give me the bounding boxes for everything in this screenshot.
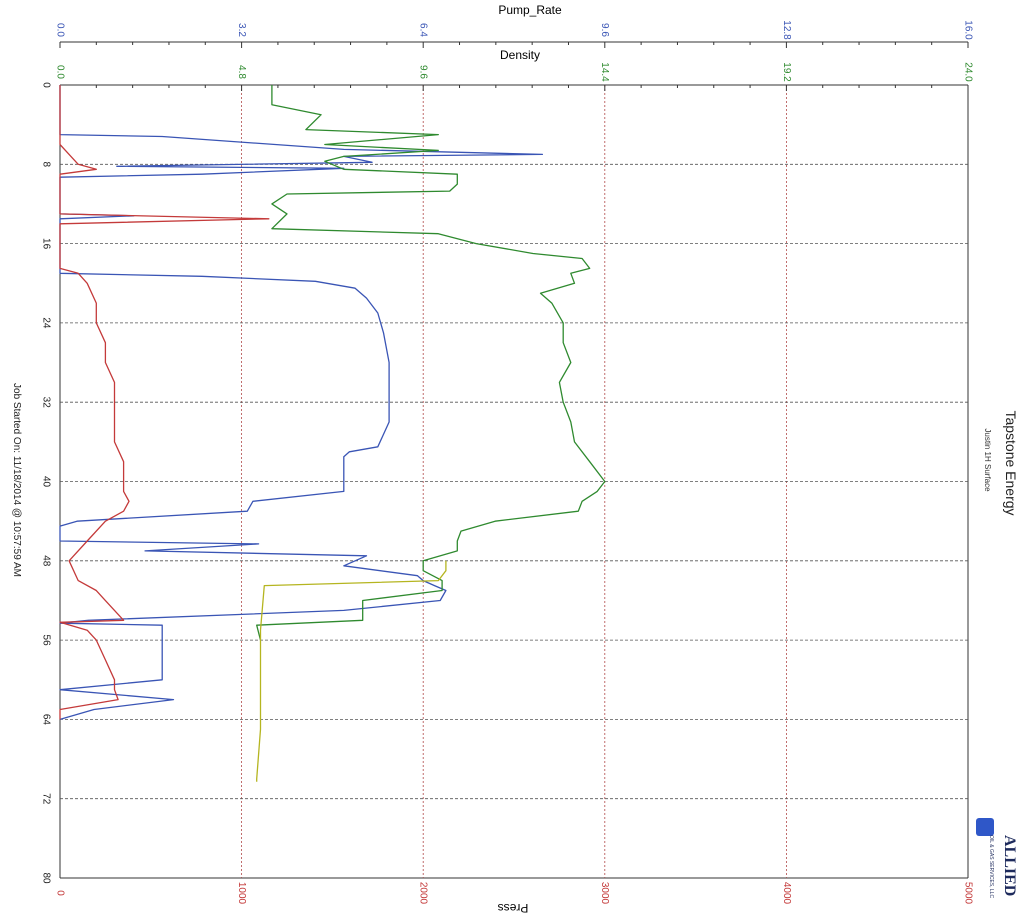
density-tick-label: 4.8: [236, 65, 247, 79]
density-tick-label: 0.0: [54, 65, 65, 79]
pump-rate-tick-label: 0.0: [54, 23, 65, 37]
pump-rate-tick-label: 16.0: [962, 20, 973, 40]
density-tick-label: 14.4: [599, 62, 610, 82]
time-tick-label: 8: [40, 162, 51, 168]
series-line-density2: [256, 560, 447, 782]
time-tick-label: 64: [40, 714, 51, 726]
pump-rate-tick-label: 9.6: [599, 23, 610, 37]
density-tick-label: 9.6: [418, 65, 429, 79]
job-started-text: Job Started On: 11/18/2014 @ 10:57:59 AM: [11, 383, 22, 577]
time-tick-label: 0: [40, 82, 51, 88]
press-tick-label: 4000: [781, 882, 792, 905]
time-tick-label: 72: [40, 793, 51, 805]
pump-rate-axis-label: Pump_Rate: [498, 3, 562, 17]
time-tick-label: 80: [40, 872, 51, 884]
allied-logo: ALLIED OIL & GAS SERVICES, LLC: [976, 818, 1018, 898]
time-tick-label: 40: [40, 476, 51, 488]
series-line-density: [256, 85, 606, 641]
pump-rate-tick-label: 6.4: [418, 23, 429, 37]
tick-labels: 0.0 3.2 6.4 9.6 12.8 16.0 0.0 4.8 9.6 14.4 19.2 24.…: [40, 20, 973, 904]
density-tick-label: 19.2: [781, 62, 792, 82]
press-tick-label: 2000: [418, 882, 429, 905]
pump-rate-tick-label: 3.2: [236, 23, 247, 37]
time-tick-label: 32: [40, 397, 51, 409]
time-tick-label: 56: [40, 635, 51, 647]
grid-lines: [59, 41, 969, 879]
press-tick-label: 3000: [599, 882, 610, 905]
density-tick-label: 24.0: [962, 62, 973, 82]
press-axis-label: Press: [498, 901, 529, 915]
density-axis-label: Density: [500, 48, 540, 62]
chart-subtitle: Justin 1H Surface: [983, 428, 992, 492]
time-tick-label: 48: [40, 555, 51, 567]
series-line-pump_rate: [59, 85, 544, 721]
time-tick-label: 16: [40, 238, 51, 250]
series-layer: [59, 85, 606, 782]
time-tick-label: 24: [40, 317, 51, 329]
logo-mark-icon: [976, 818, 994, 836]
logo-tagline: OIL & GAS SERVICES, LLC: [988, 835, 994, 898]
logo-text: ALLIED: [1001, 835, 1018, 896]
press-tick-label: 5000: [962, 882, 973, 905]
press-tick-label: 0: [54, 890, 65, 896]
press-tick-label: 1000: [236, 882, 247, 905]
pump-rate-tick-label: 12.8: [781, 20, 792, 40]
chart-title: Tapstone Energy: [1003, 410, 1019, 515]
series-line-press: [59, 85, 270, 720]
